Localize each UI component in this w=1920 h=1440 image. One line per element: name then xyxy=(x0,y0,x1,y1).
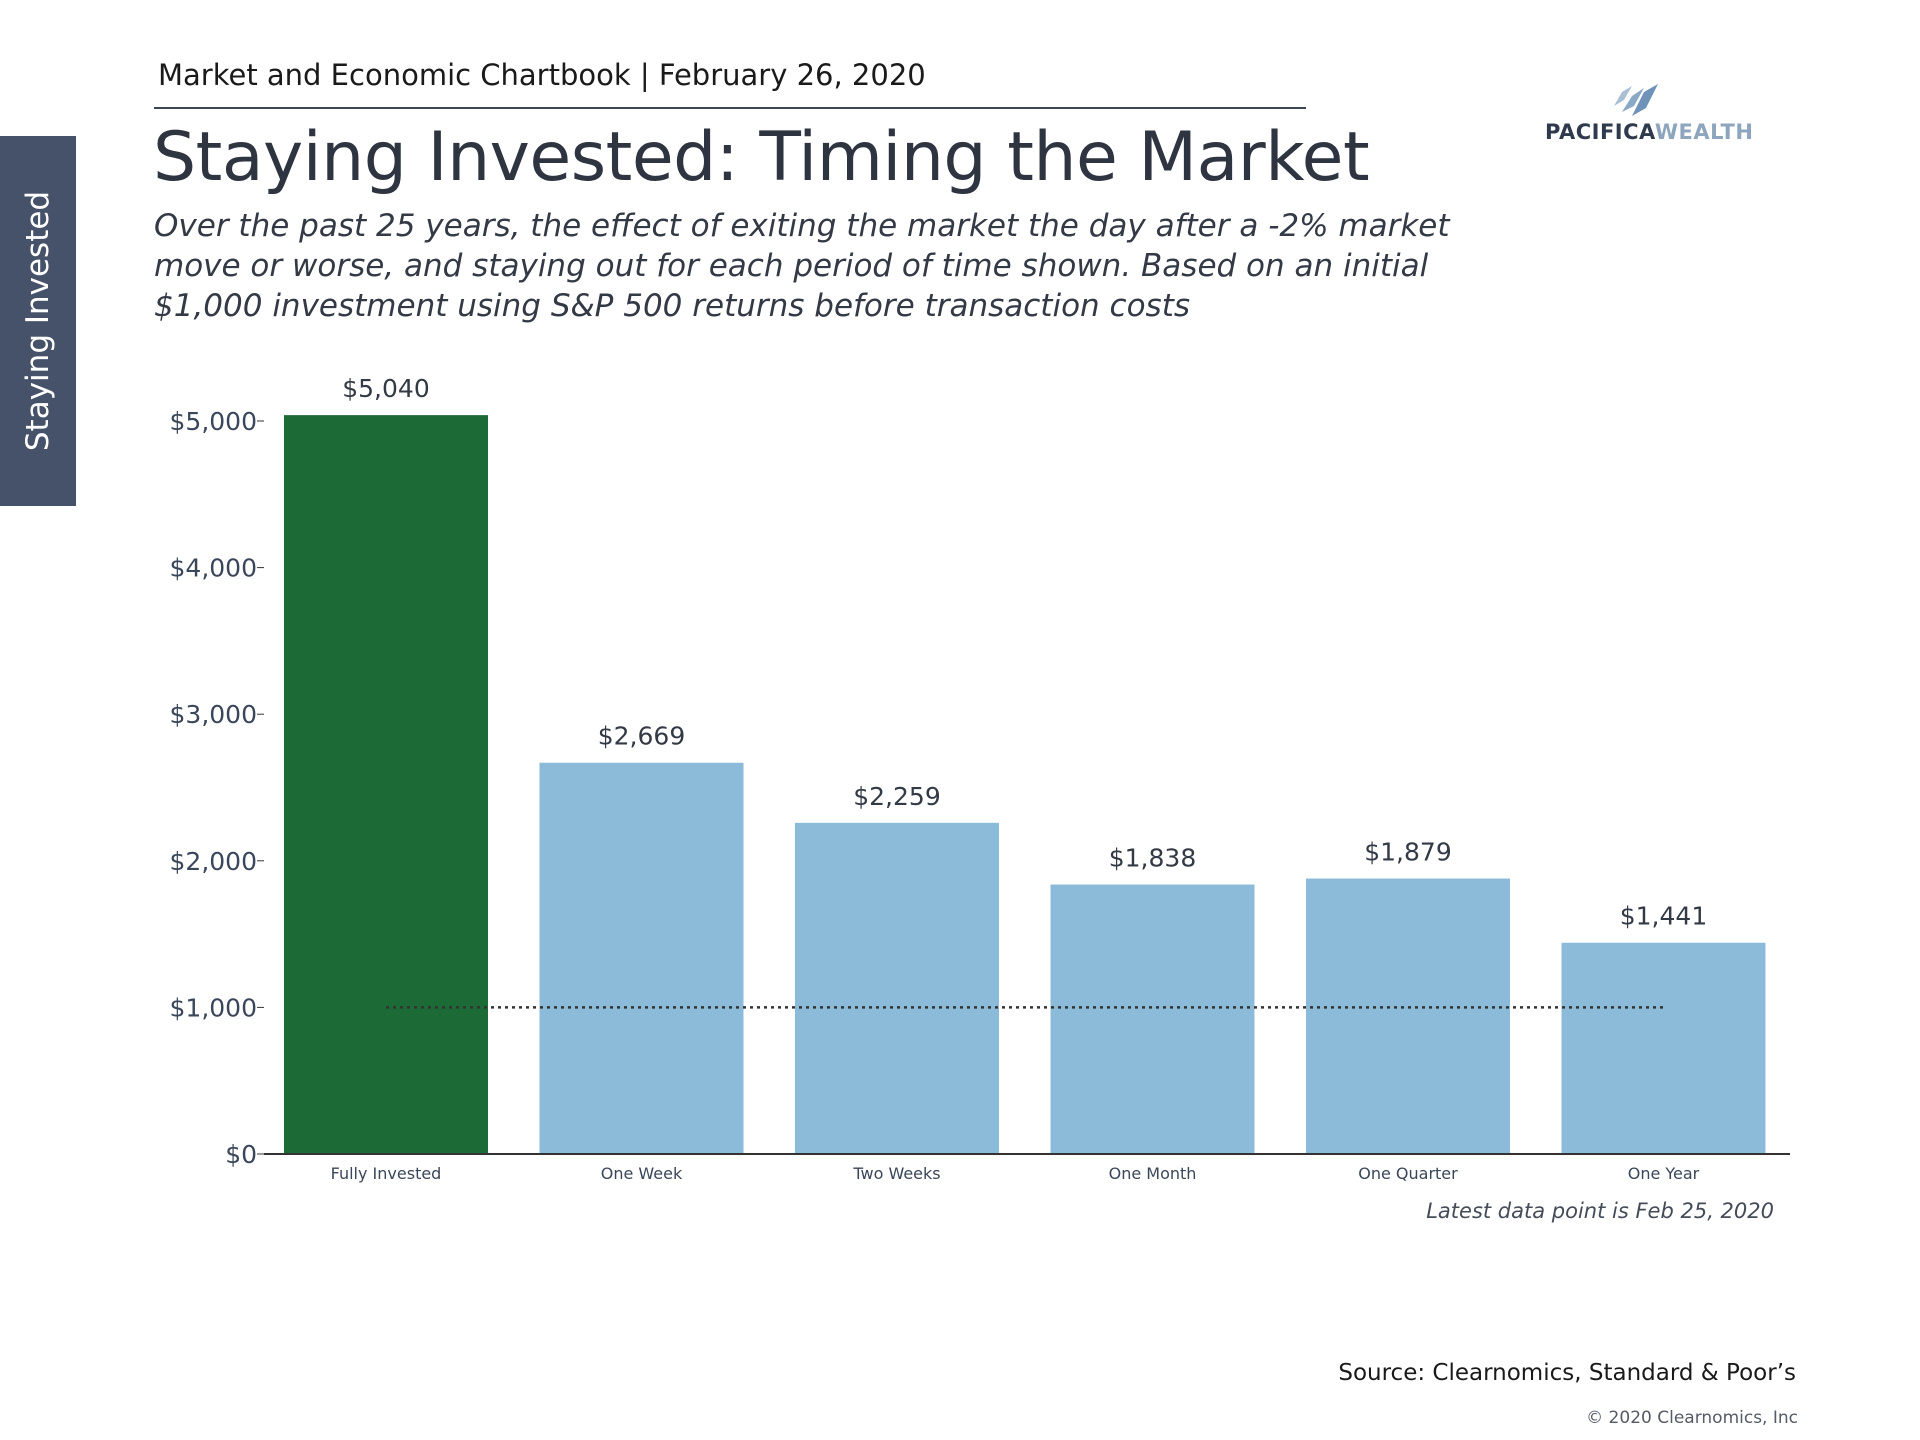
y-tick-label: $1,000 xyxy=(170,993,257,1022)
logo-text-part2: WEALTH xyxy=(1654,120,1754,144)
chartbook-header: Market and Economic Chartbook | February… xyxy=(158,58,926,92)
copyright-text: © 2020 Clearnomics, Inc xyxy=(1586,1408,1798,1428)
bar xyxy=(539,762,744,1154)
x-tick-label: One Month xyxy=(1109,1164,1197,1183)
bar xyxy=(1050,884,1255,1154)
y-tick-label: $4,000 xyxy=(170,554,257,583)
bar-value-label: $2,259 xyxy=(853,782,940,811)
logo-text-part1: PACIFICA xyxy=(1545,120,1655,144)
bar xyxy=(1306,878,1510,1154)
bar-value-label: $1,441 xyxy=(1620,902,1707,931)
y-tick-label: $3,000 xyxy=(170,700,257,729)
data-note: Latest data point is Feb 25, 2020 xyxy=(1426,1199,1774,1223)
bar-value-label: $1,838 xyxy=(1109,844,1196,873)
x-tick-label: Two Weeks xyxy=(852,1164,940,1183)
x-tick-label: One Year xyxy=(1628,1164,1700,1183)
bar xyxy=(795,822,999,1154)
y-tick-label: $5,000 xyxy=(170,407,257,436)
page-subtitle: Over the past 25 years, the effect of ex… xyxy=(154,208,1450,324)
pacifica-wealth-logo-text: PACIFICAWEALTH xyxy=(1545,120,1753,144)
bar-value-label: $2,669 xyxy=(598,722,685,751)
pacifica-logo-icon xyxy=(1614,84,1658,116)
x-tick-label: One Week xyxy=(601,1164,683,1183)
source-text: Source: Clearnomics, Standard & Poor’s xyxy=(1338,1360,1796,1386)
x-tick-label: One Quarter xyxy=(1358,1164,1458,1183)
bar xyxy=(1561,942,1766,1154)
y-tick-label: $2,000 xyxy=(170,847,257,876)
x-tick-label: Fully Invested xyxy=(331,1164,442,1183)
bar-value-label: $1,879 xyxy=(1364,838,1451,867)
y-tick-label: $0 xyxy=(225,1140,257,1169)
page-title: Staying Invested: Timing the Market xyxy=(153,118,1370,197)
bar xyxy=(284,415,488,1154)
header-divider xyxy=(154,107,1306,109)
bar-value-label: $5,040 xyxy=(342,374,429,403)
side-tab: Staying Invested xyxy=(0,136,76,506)
